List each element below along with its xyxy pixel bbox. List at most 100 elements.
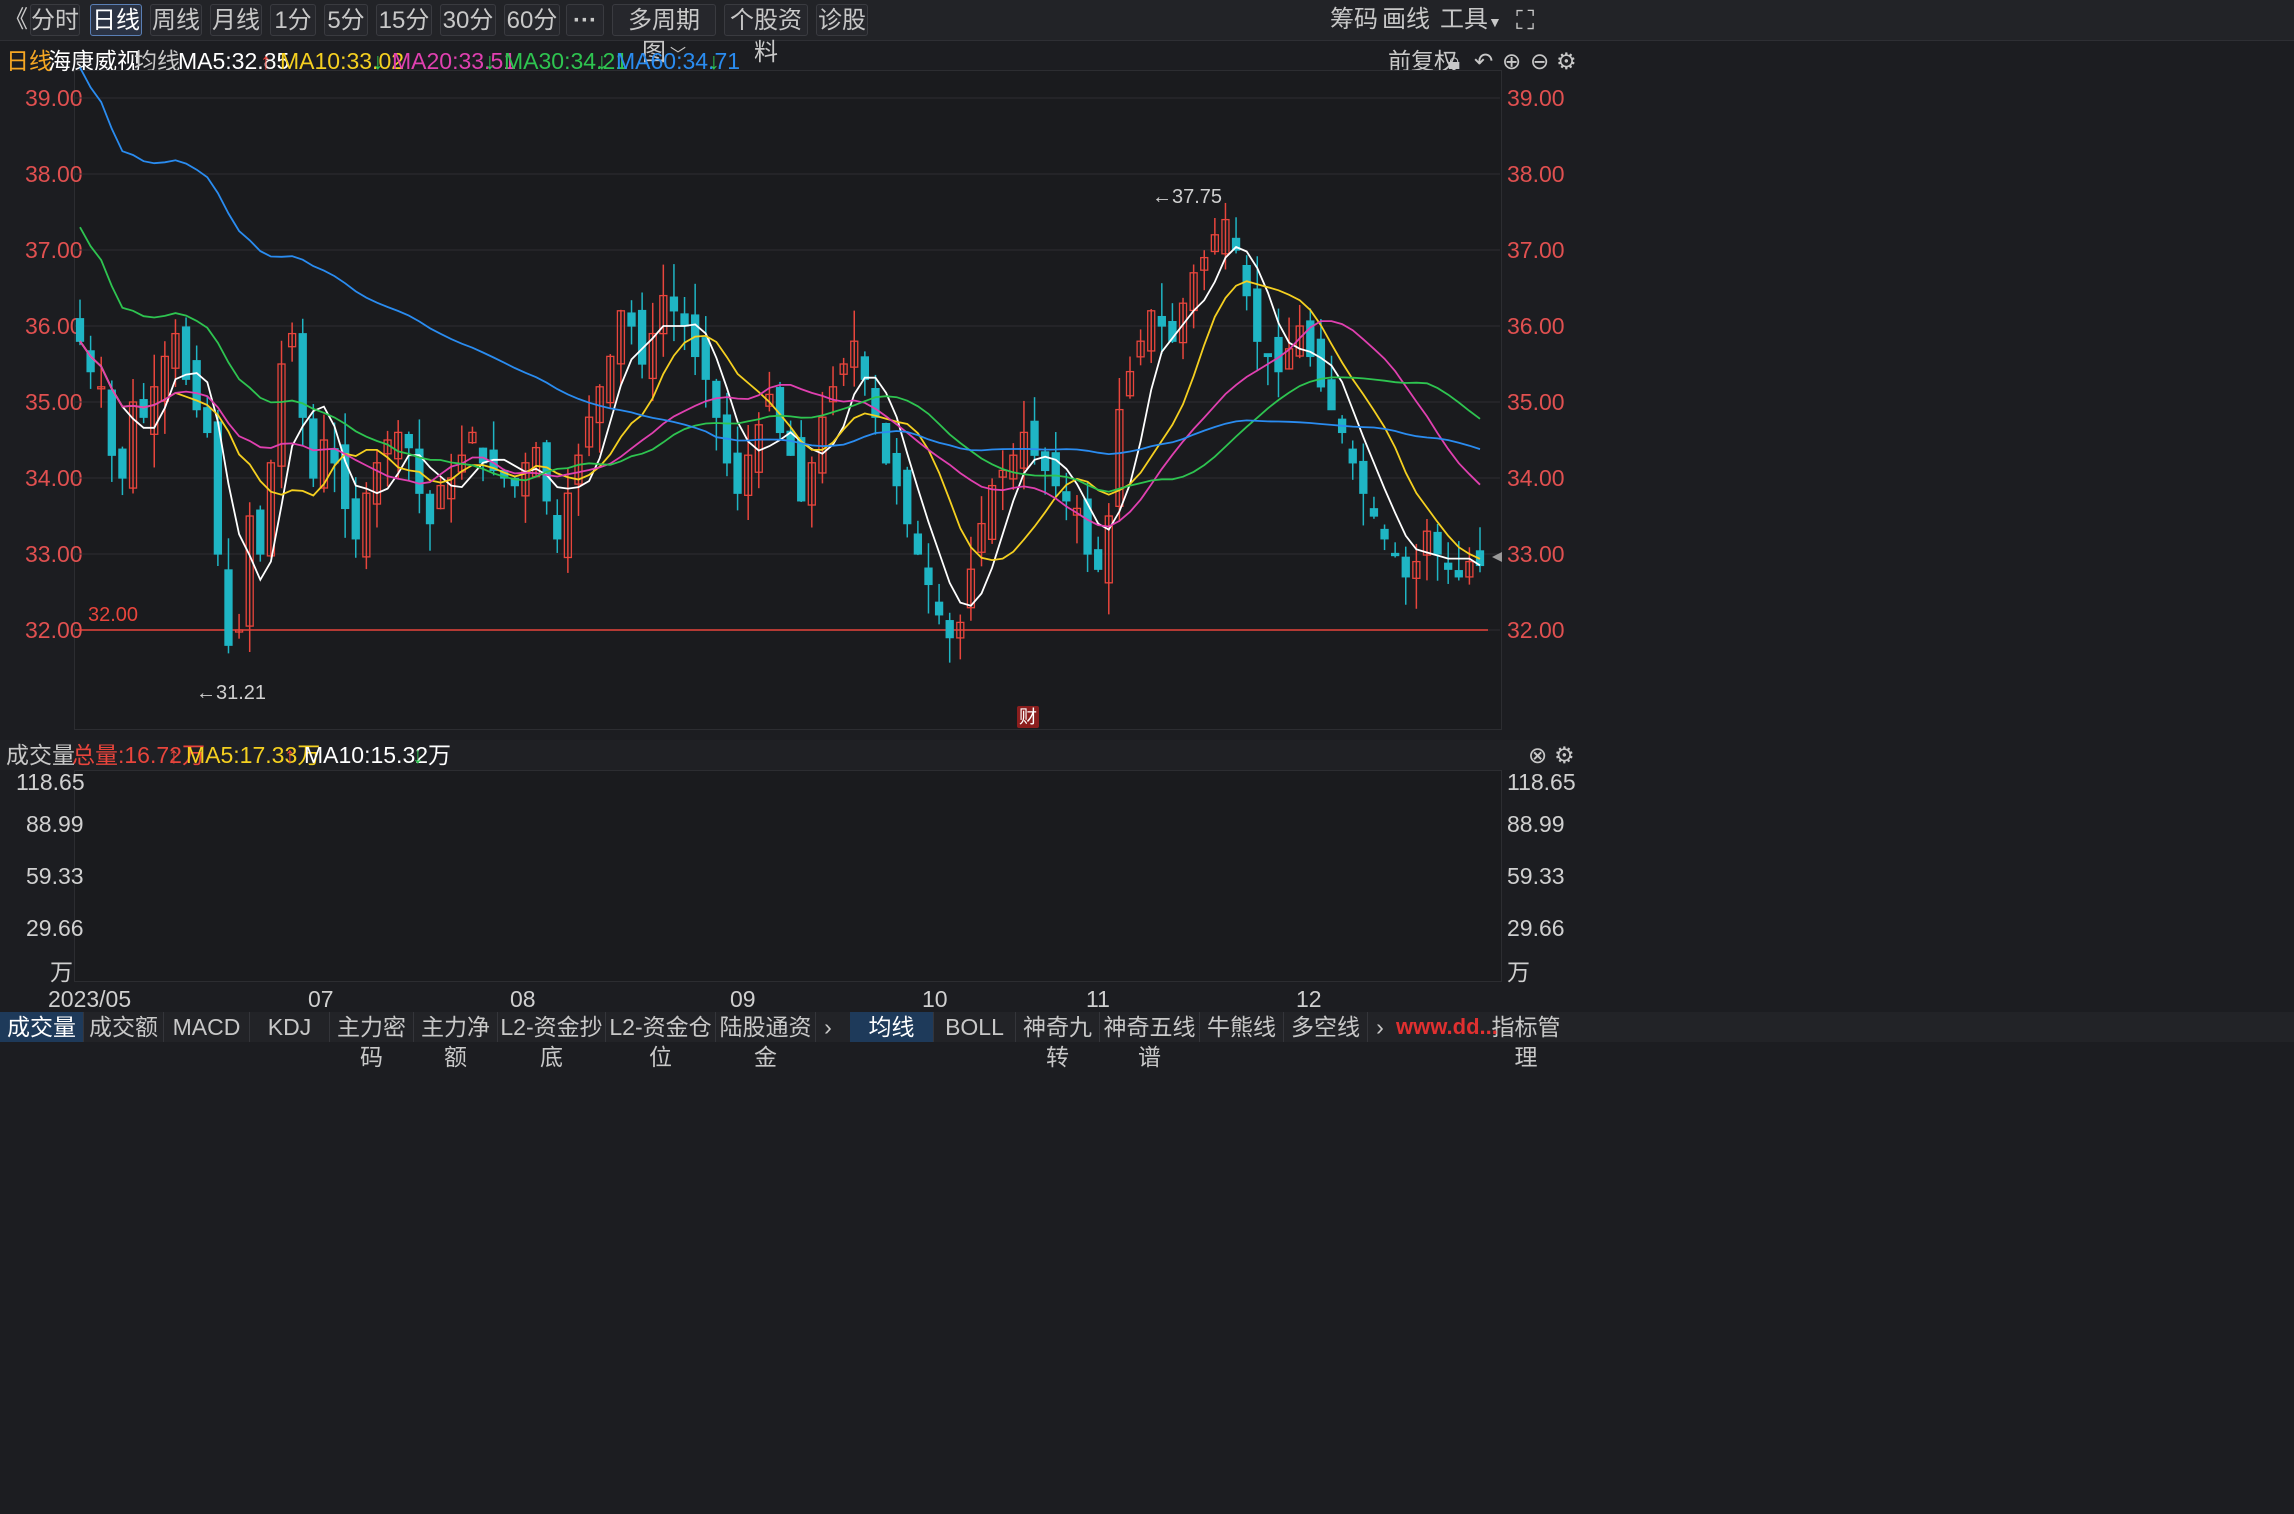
- adjust-mode[interactable]: 前复权: [1388, 48, 1457, 74]
- candle-body: [1348, 448, 1357, 464]
- low-price-label: ←31.21: [196, 682, 267, 704]
- chevron-down-icon: ﹀: [669, 47, 686, 64]
- price-tick-right-5: 34.00: [1507, 465, 1565, 491]
- tab-turnover[interactable]: 成交额: [84, 1012, 164, 1042]
- period-tab-2[interactable]: 周线: [150, 4, 202, 36]
- period-tab-1[interactable]: 日线: [90, 4, 142, 36]
- candle-body: [616, 310, 626, 365]
- undo-icon[interactable]: ↶: [1474, 48, 1494, 74]
- settings-icon[interactable]: ⚙: [1556, 48, 1577, 74]
- financial-report-badge[interactable]: 财: [1017, 706, 1039, 728]
- more-button[interactable]: ···: [566, 4, 604, 36]
- tab-macd[interactable]: MACD: [164, 1012, 250, 1042]
- period-tab-6[interactable]: 15分: [376, 4, 432, 36]
- fullscreen-icon[interactable]: ⛶: [1516, 5, 1535, 35]
- x-tick-6: 12: [1296, 986, 1322, 1012]
- candle-body: [956, 621, 965, 639]
- tab-nine-turn[interactable]: 神奇九转: [1016, 1012, 1100, 1070]
- multi-period-dropdown[interactable]: 多周期图 ﹀: [612, 4, 716, 66]
- candle-body: [234, 629, 244, 633]
- period-tab-0[interactable]: 分时: [30, 4, 80, 36]
- tab-boll[interactable]: BOLL: [934, 1012, 1016, 1042]
- tab-indicator-manage[interactable]: 指标管理: [1491, 1014, 1561, 1070]
- chevron-right-icon[interactable]: ›: [824, 1014, 832, 1040]
- volume-tick-right-2: 59.33: [1507, 863, 1565, 889]
- collapse-icon[interactable]: 《: [4, 6, 28, 33]
- candle-body: [192, 360, 201, 411]
- candle-body: [881, 422, 891, 464]
- candle-body: [1369, 508, 1379, 517]
- volume-settings-icon[interactable]: ⚙: [1554, 742, 1575, 768]
- period-tab-7[interactable]: 30分: [440, 4, 496, 36]
- candle-body: [1391, 552, 1400, 557]
- close-icon[interactable]: ⊗: [1528, 742, 1548, 768]
- tab-hk-connect[interactable]: 陆股通资金: [716, 1012, 816, 1070]
- candle-body: [850, 340, 859, 368]
- ma10-arrow-down-icon: ↓: [372, 48, 384, 74]
- candle-body: [468, 431, 477, 444]
- candle-body: [298, 333, 307, 418]
- candle-body: [1253, 288, 1262, 342]
- tools-menu[interactable]: 工具▼: [1440, 4, 1502, 36]
- indicator-name[interactable]: 均线: [134, 48, 180, 74]
- diagnose-button[interactable]: 诊股: [816, 4, 868, 36]
- tab-five-line[interactable]: 神奇五线谱: [1100, 1012, 1200, 1070]
- candle-body: [680, 313, 689, 327]
- candle-body: [1009, 454, 1018, 480]
- tab-volume[interactable]: 成交量: [0, 1012, 84, 1042]
- volume-tick-0: 118.65: [16, 769, 85, 795]
- candle-body: [1157, 315, 1166, 327]
- high-price-label: ←37.75: [1152, 186, 1223, 208]
- candle-body: [1433, 531, 1442, 555]
- candle-body: [394, 431, 403, 460]
- period-tab-3[interactable]: 月线: [210, 4, 262, 36]
- volume-tick-2: 59.33: [26, 863, 84, 889]
- ma-legend: 日线 海康威视 均线 MA5:32.85 ↑ MA10:33.02 ↓ MA20…: [0, 44, 2294, 78]
- tab-bull-bear[interactable]: 牛熊线: [1200, 1012, 1284, 1042]
- lock-icon[interactable]: 🔒︎: [1448, 48, 1461, 74]
- current-price-marker: [1492, 552, 1502, 562]
- candle-body: [1178, 302, 1188, 344]
- period-tab-5[interactable]: 5分: [324, 4, 368, 36]
- ma20-value: MA20:33.51: [392, 48, 517, 74]
- period-tab-8[interactable]: 60分: [504, 4, 560, 36]
- tab-main-net[interactable]: 主力净额: [414, 1012, 498, 1070]
- candle-body: [648, 332, 657, 380]
- chevron-right-icon-2[interactable]: ›: [1376, 1014, 1384, 1040]
- price-tick-5: 34.00: [25, 465, 83, 491]
- tab-l2-position[interactable]: L2-资金仓位: [606, 1012, 716, 1070]
- volume-ma5: MA5:17.33万: [186, 742, 321, 768]
- candle-body: [150, 386, 159, 435]
- zoom-out-icon[interactable]: ⊖: [1530, 48, 1550, 74]
- zoom-in-icon[interactable]: ⊕: [1502, 48, 1522, 74]
- candle-body: [478, 447, 488, 464]
- candle-body: [1412, 560, 1421, 579]
- multi-period-label: 多周期图: [628, 7, 700, 66]
- candle-body: [839, 363, 848, 375]
- period-tab-4[interactable]: 1分: [270, 4, 316, 36]
- tab-ma[interactable]: 均线: [850, 1012, 934, 1042]
- candle-body: [181, 326, 191, 380]
- candle-body: [860, 356, 869, 380]
- x-tick-1: 07: [308, 986, 334, 1012]
- candle-body: [1231, 237, 1241, 251]
- price-chart-panel: [74, 70, 1502, 730]
- candle-body: [1359, 460, 1368, 494]
- tab-kdj[interactable]: KDJ: [250, 1012, 330, 1042]
- stock-profile-button[interactable]: 个股资料: [724, 4, 808, 66]
- tab-main-code[interactable]: 主力密码: [330, 1012, 414, 1070]
- candle-body: [107, 389, 116, 456]
- x-tick-5: 11: [1086, 986, 1110, 1012]
- candle-body: [1168, 321, 1177, 342]
- candle-body: [139, 399, 148, 418]
- candle-body: [945, 620, 954, 639]
- tab-long-short[interactable]: 多空线: [1284, 1012, 1368, 1042]
- price-tick-1: 38.00: [25, 161, 83, 187]
- indicator-tabs: 成交量 成交额 MACD KDJ 主力密码 主力净额 L2-资金抄底 L2-资金…: [0, 1012, 2294, 1070]
- price-tick-2: 37.00: [25, 237, 83, 263]
- draw-line-button[interactable]: 画线: [1382, 6, 1430, 33]
- price-tick-right-0: 39.00: [1507, 85, 1565, 111]
- chips-button[interactable]: 筹码: [1330, 6, 1378, 33]
- tab-l2-bottom[interactable]: L2-资金抄底: [498, 1012, 606, 1070]
- candle-body: [1115, 408, 1124, 508]
